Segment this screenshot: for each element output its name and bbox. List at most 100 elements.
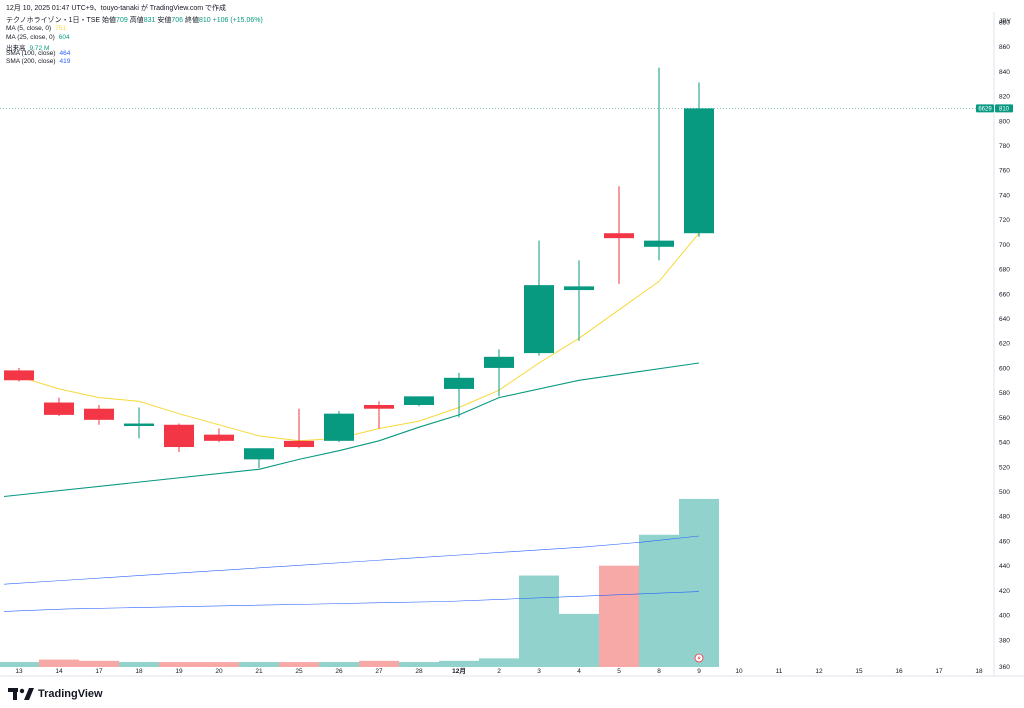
y-tick-label: 760 <box>999 168 1010 175</box>
tradingview-logo[interactable]: TradingView <box>8 688 103 700</box>
y-tick-label: 800 <box>999 118 1010 125</box>
volume-bar <box>319 662 359 667</box>
x-tick-label: 12月 <box>452 667 466 675</box>
volume-bar <box>159 662 199 667</box>
legend-volume[interactable]: 出来高 9.72 M <box>6 45 50 52</box>
brand-name: TradingView <box>38 688 103 700</box>
volume-bar <box>639 534 679 667</box>
x-tick-label: 14 <box>55 668 63 675</box>
tradingview-icon <box>8 688 34 700</box>
candle-body <box>484 356 514 368</box>
volume-bar <box>0 662 39 667</box>
legend-sma200[interactable]: SMA (200, close) 419 <box>6 58 71 65</box>
y-tick-label: 600 <box>999 365 1010 372</box>
volume-bar <box>359 660 399 667</box>
chart-timestamp: 12月 10, 2025 01:47 UTC+9、touyo-tanaki が … <box>6 5 227 12</box>
x-tick-label: 21 <box>255 668 263 675</box>
x-tick-label: 10 <box>735 668 743 675</box>
change-value: +106 (+15.06%) <box>212 17 263 24</box>
y-tick-label: 580 <box>999 390 1010 397</box>
x-tick-label: 13 <box>15 668 23 675</box>
volume-bar <box>399 662 439 667</box>
x-tick-label: 11 <box>776 668 783 675</box>
y-tick-label: 720 <box>999 217 1010 224</box>
x-tick-label: 25 <box>295 668 303 675</box>
x-tick-label: 15 <box>855 668 863 675</box>
symbol-name: テクノホライゾン・1日・TSE <box>6 17 101 24</box>
x-tick-label: 4 <box>577 668 581 675</box>
sma100-line <box>3 535 700 585</box>
x-tick-label: 17 <box>935 668 943 675</box>
candle-body <box>564 286 594 291</box>
candle-body <box>84 408 114 420</box>
currency-label: JPY <box>999 18 1011 25</box>
y-tick-label: 420 <box>999 588 1010 595</box>
candle-body <box>164 424 194 448</box>
y-tick-label: 740 <box>999 192 1010 199</box>
candle-body <box>684 108 714 234</box>
volume-bar <box>79 660 119 667</box>
candle-body <box>124 423 154 427</box>
volume-bar <box>519 575 559 667</box>
x-tick-label: 17 <box>95 668 103 675</box>
open-value: 709 <box>116 17 128 24</box>
x-tick-label: 20 <box>215 668 223 675</box>
candle-body <box>204 434 234 441</box>
y-tick-label: 460 <box>999 538 1010 545</box>
x-tick-label: 8 <box>657 668 661 675</box>
volume-bar <box>119 662 159 667</box>
low-value: 706 <box>171 17 184 24</box>
y-tick-label: 660 <box>999 291 1010 298</box>
y-tick-label: 840 <box>999 69 1010 76</box>
legend-sma100[interactable]: SMA (100, close) 464 <box>6 50 71 57</box>
volume-bar <box>439 660 479 667</box>
x-tick-label: 16 <box>895 668 903 675</box>
y-tick-label: 380 <box>999 637 1010 644</box>
y-tick-label: 520 <box>999 464 1010 471</box>
y-tick-label: 780 <box>999 143 1010 150</box>
y-tick-label: 700 <box>999 242 1010 249</box>
legend-ma25[interactable]: MA (25, close, 0) 604 <box>6 34 70 41</box>
x-tick-label: 5 <box>617 668 621 675</box>
candle-body <box>284 440 314 448</box>
ma5-line <box>18 232 700 442</box>
y-tick-label: 640 <box>999 316 1010 323</box>
y-tick-label: 360 <box>999 664 1010 671</box>
x-tick-label: 2 <box>497 668 501 675</box>
volume-bar <box>679 498 719 667</box>
lightning-glyph <box>697 655 701 661</box>
x-tick-label: 28 <box>415 668 423 675</box>
volume-bar <box>279 662 319 667</box>
y-tick-label: 540 <box>999 440 1010 447</box>
candle-body <box>604 233 634 239</box>
ma25-line <box>3 362 700 498</box>
symbol-legend: テクノホライゾン・1日・TSE 始値709 高値831 安値706 終値810 … <box>6 17 263 24</box>
y-tick-label: 880 <box>999 19 1010 26</box>
volume-bar <box>559 613 599 667</box>
close-value: 810 <box>198 17 211 24</box>
candle-body <box>404 396 434 405</box>
countdown-text: 6629 <box>978 107 992 113</box>
high-value: 831 <box>143 17 156 24</box>
candle-body <box>644 240 674 247</box>
volume-bar <box>39 659 79 667</box>
volume-bar <box>599 565 639 667</box>
candle-body <box>444 377 474 389</box>
x-tick-label: 18 <box>135 668 143 675</box>
y-tick-label: 440 <box>999 563 1010 570</box>
x-tick-label: 26 <box>335 668 343 675</box>
y-tick-label: 860 <box>999 44 1010 51</box>
x-tick-label: 27 <box>375 668 383 675</box>
volume-bar <box>199 662 239 667</box>
y-tick-label: 620 <box>999 341 1010 348</box>
legend-ma5[interactable]: MA (5, close, 0) 751 <box>6 25 67 32</box>
x-tick-label: 19 <box>175 668 183 675</box>
y-tick-label: 500 <box>999 489 1010 496</box>
y-tick-label: 820 <box>999 94 1010 101</box>
candle-body <box>244 448 274 460</box>
y-tick-label: 560 <box>999 415 1010 422</box>
y-tick-label: 680 <box>999 267 1010 274</box>
volume-bar <box>239 662 279 667</box>
candle-body <box>524 285 554 354</box>
